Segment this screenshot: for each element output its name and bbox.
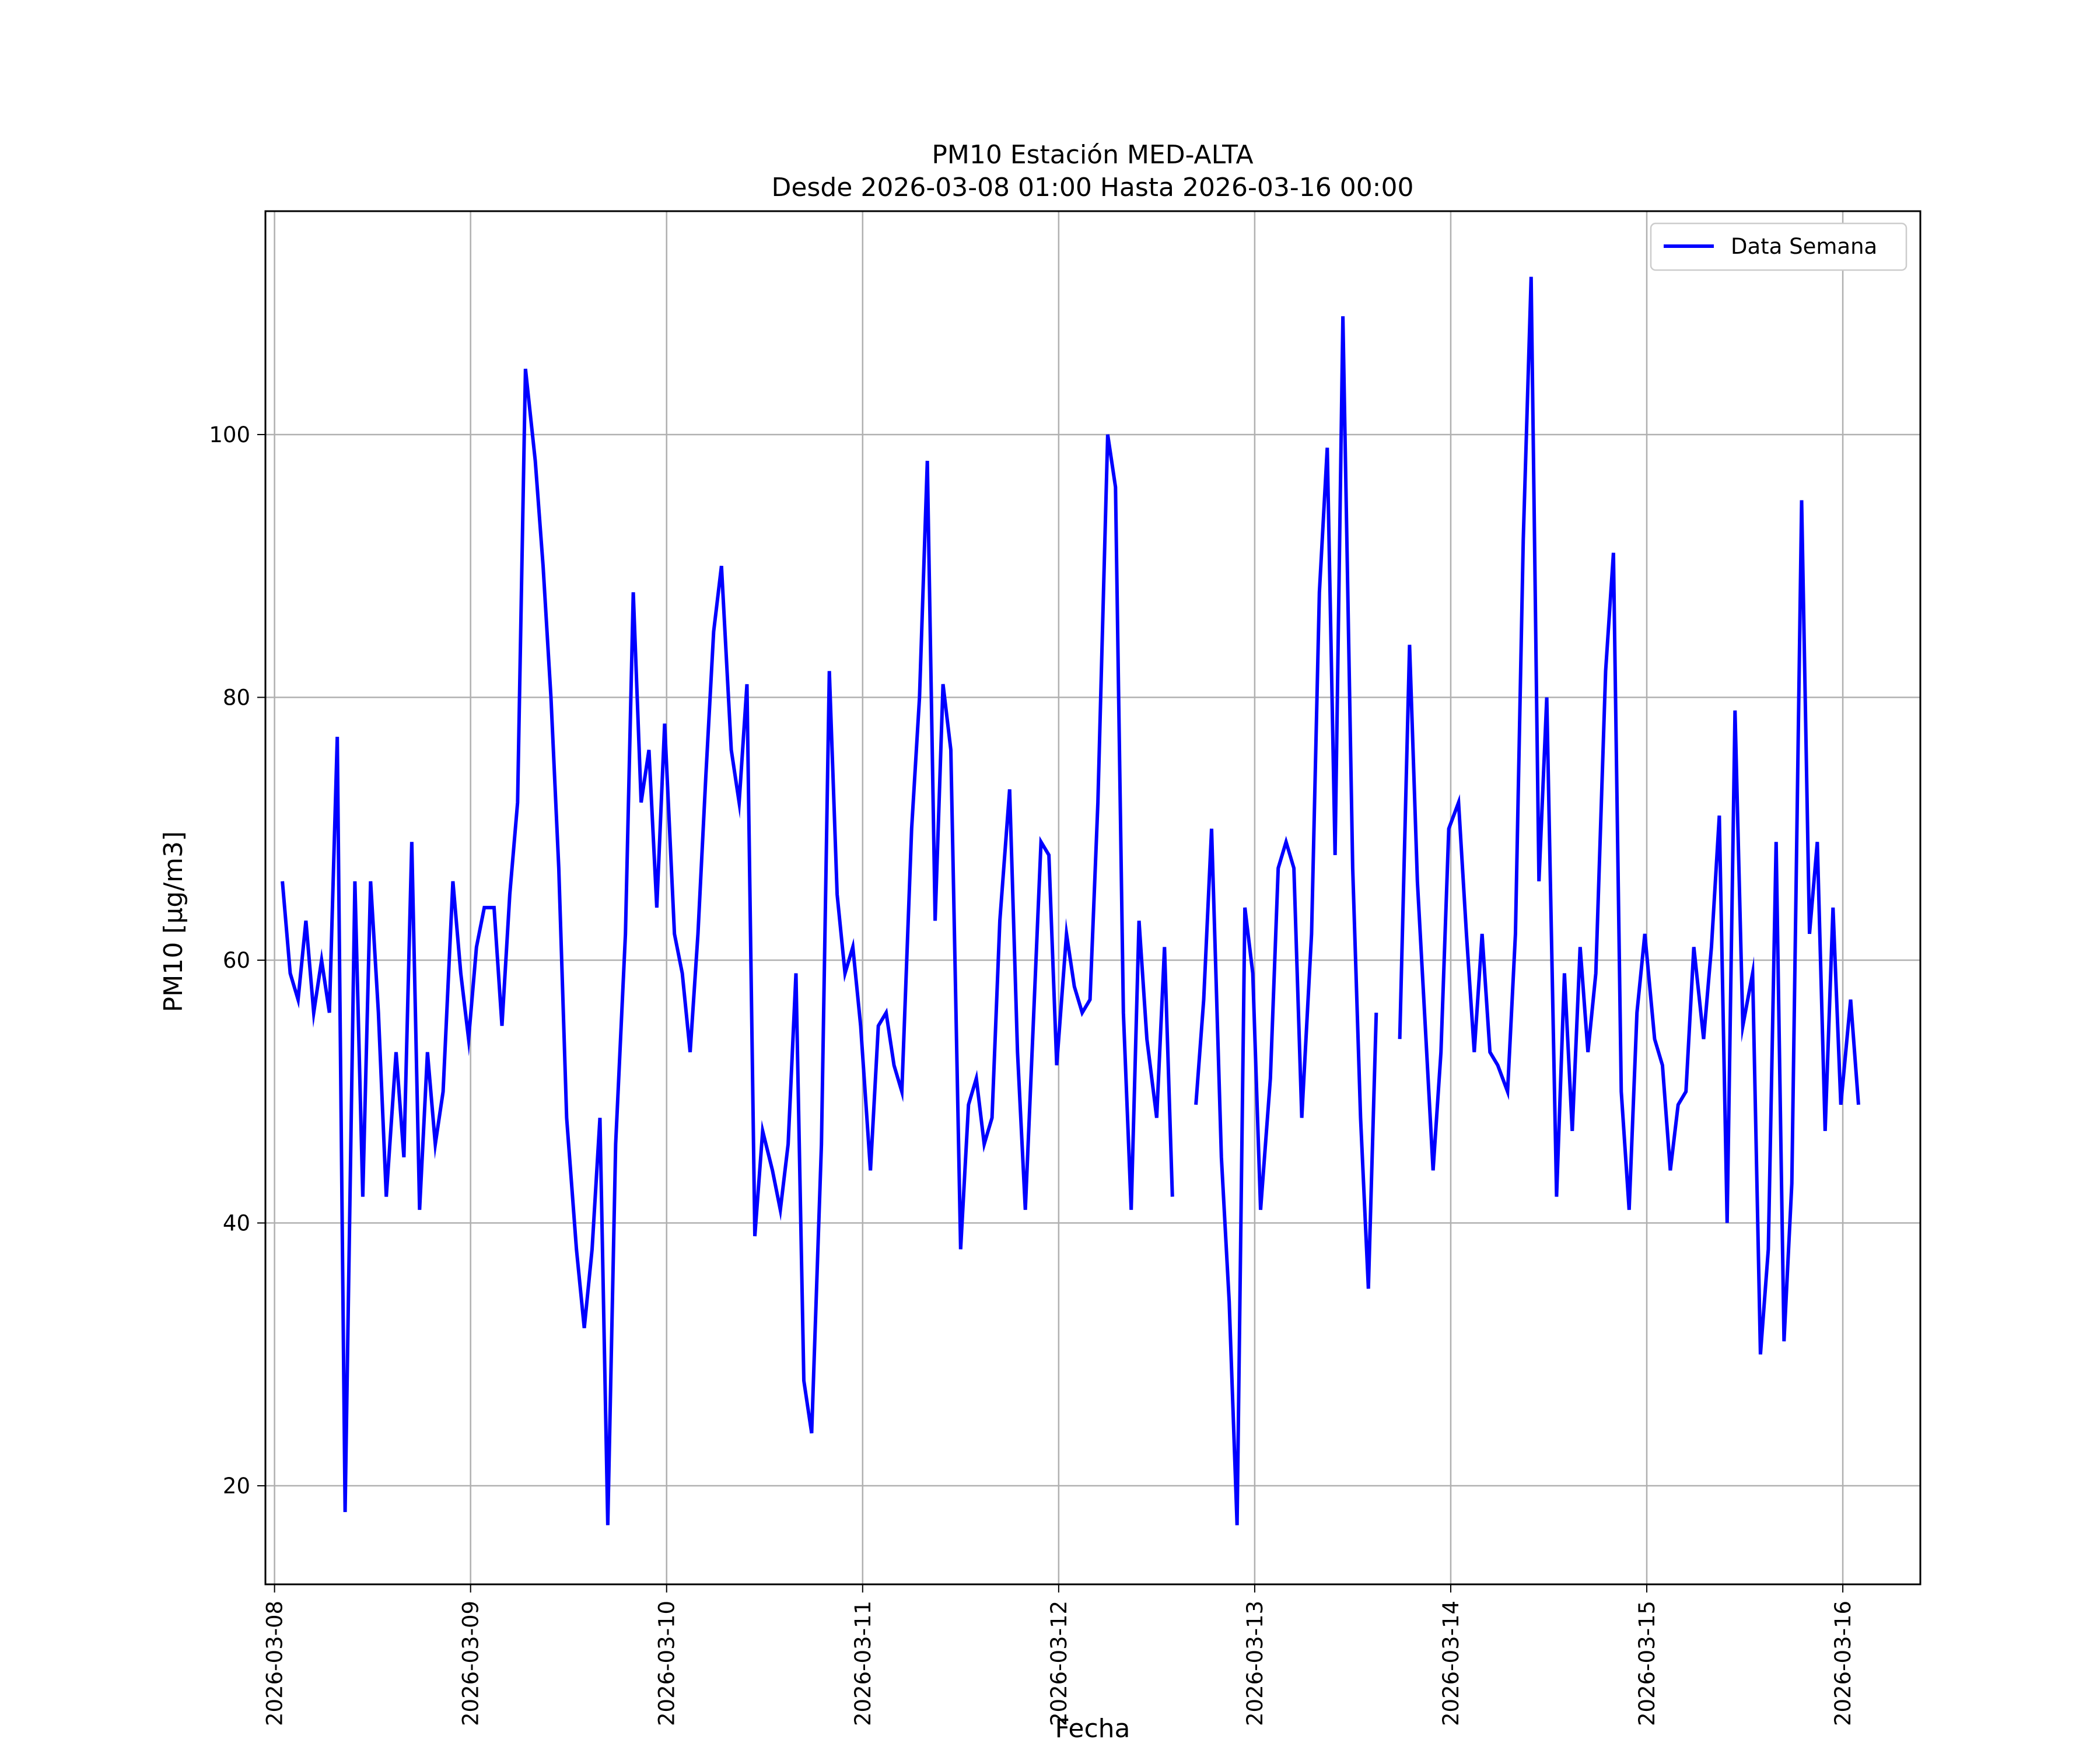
chart-title-line2: Desde 2026-03-08 01:00 Hasta 2026-03-16 … bbox=[771, 173, 1413, 202]
legend-box bbox=[1650, 222, 1908, 271]
y-tick-label: 20 bbox=[223, 1474, 250, 1499]
x-axis-ticks: 2026-03-08 2026-03-09 2026-03-10 2026-03-11… bbox=[262, 1584, 1856, 1726]
chart-title-line1: PM10 Estación MED-ALTA bbox=[932, 140, 1253, 170]
legend-label: Data Semana bbox=[1731, 234, 1877, 259]
x-tick-label: 2026-03-14 bbox=[1438, 1601, 1464, 1726]
x-tick-label: 2026-03-13 bbox=[1242, 1601, 1268, 1726]
y-tick-label: 100 bbox=[209, 422, 250, 447]
x-axis-label: Fecha bbox=[1055, 1714, 1130, 1744]
series-line-segment bbox=[281, 368, 1174, 1525]
plot-area-frame bbox=[264, 210, 1922, 1586]
y-axis-label: PM10 [μg/m3] bbox=[159, 831, 188, 1012]
x-tick-label: 2026-03-10 bbox=[654, 1601, 680, 1726]
y-tick-label: 80 bbox=[223, 685, 250, 710]
y-tick-label: 40 bbox=[223, 1211, 250, 1236]
series-layer bbox=[281, 276, 1860, 1525]
x-tick-label: 2026-03-08 bbox=[262, 1601, 288, 1726]
legend: Data Semana bbox=[1650, 222, 1908, 271]
x-tick-label: 2026-03-12 bbox=[1046, 1601, 1072, 1726]
x-tick-label: 2026-03-09 bbox=[459, 1601, 484, 1726]
y-axis-ticks: 20 40 60 80 100 bbox=[209, 422, 265, 1499]
y-tick-label: 60 bbox=[223, 948, 250, 973]
series-line-segment bbox=[1398, 276, 1860, 1355]
x-tick-label: 2026-03-11 bbox=[850, 1601, 876, 1726]
series-line-segment bbox=[1194, 316, 1378, 1525]
grid-lines bbox=[265, 211, 1920, 1584]
x-tick-label: 2026-03-15 bbox=[1634, 1601, 1660, 1726]
x-tick-label: 2026-03-16 bbox=[1831, 1601, 1856, 1726]
